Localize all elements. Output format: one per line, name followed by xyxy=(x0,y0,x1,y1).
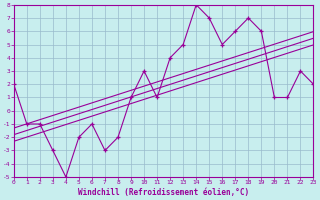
X-axis label: Windchill (Refroidissement éolien,°C): Windchill (Refroidissement éolien,°C) xyxy=(78,188,249,197)
